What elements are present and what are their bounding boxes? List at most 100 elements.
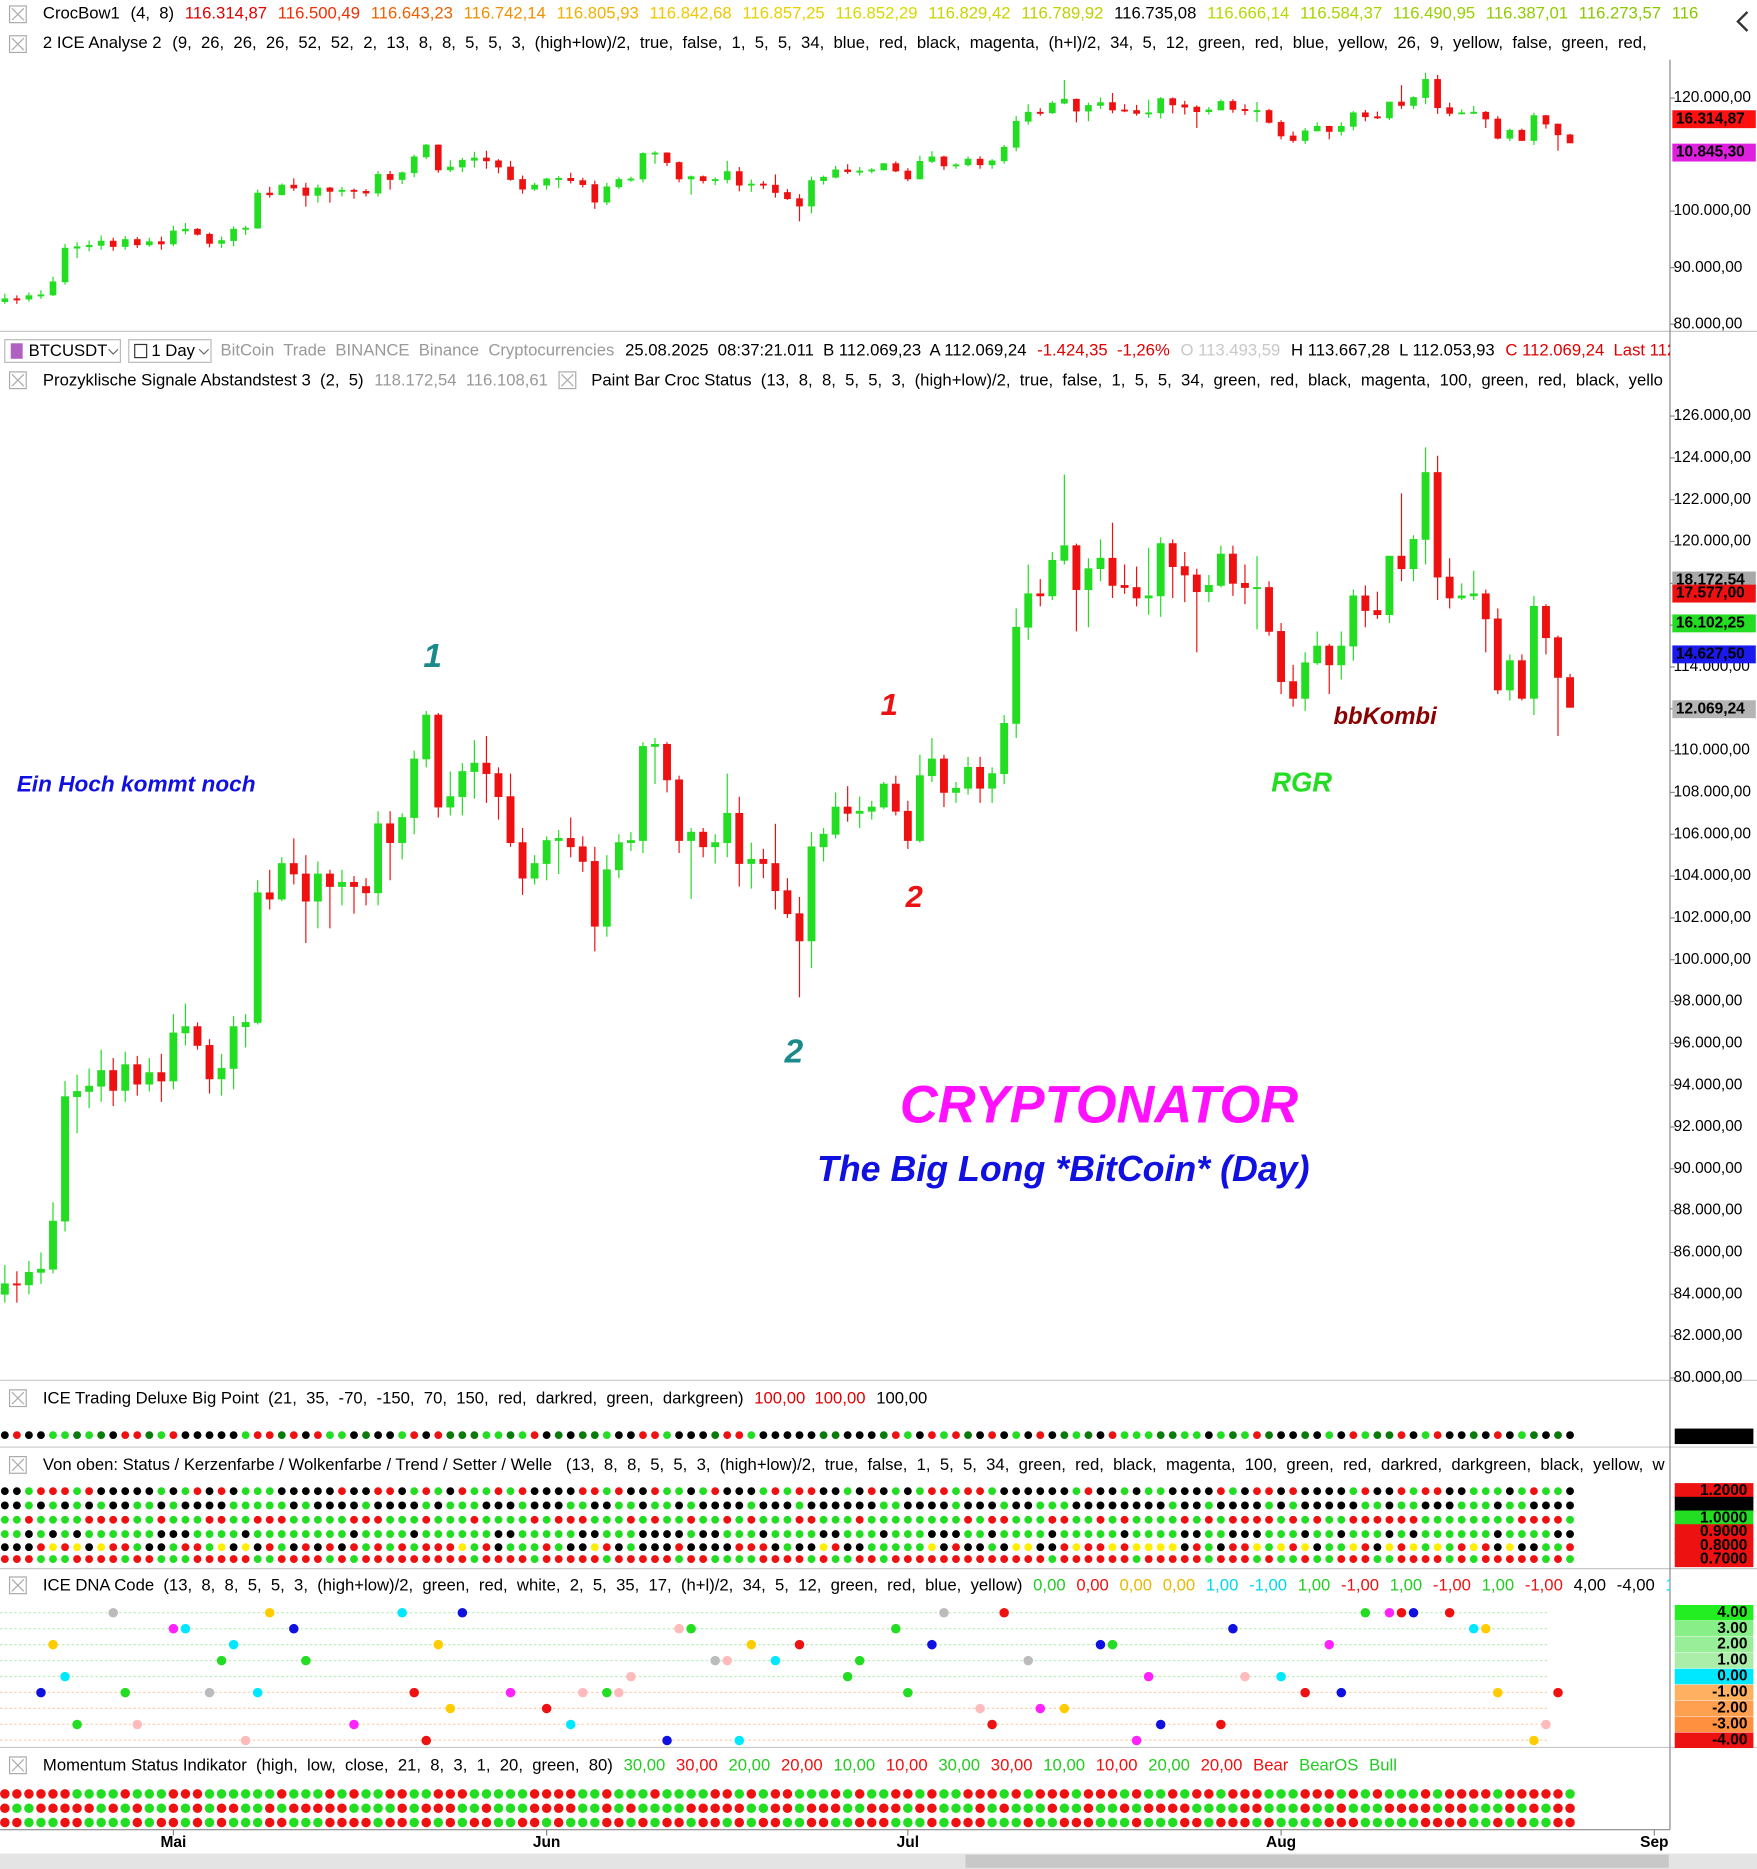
candle-body (446, 796, 455, 808)
symbol[interactable]: BTCUSDT (29, 341, 108, 360)
status-dot (482, 1555, 491, 1564)
collapse-arrow[interactable] (1736, 11, 1749, 32)
status-dot (747, 1515, 756, 1524)
dna-dot (1107, 1639, 1118, 1650)
signal-dot (530, 1431, 539, 1440)
status-dot (542, 1501, 551, 1510)
status-dot (530, 1487, 539, 1496)
momentum-dot (361, 1803, 371, 1813)
signal-dot (1000, 1431, 1009, 1440)
status-dot (1048, 1501, 1057, 1510)
interval[interactable]: 1 Day (151, 341, 195, 360)
candle-body (410, 156, 418, 174)
momentum-dot (349, 1789, 359, 1799)
dna-dot (842, 1671, 853, 1682)
candle-body (1409, 539, 1418, 570)
status-dot (602, 1555, 611, 1564)
candle-body (229, 1026, 238, 1069)
axis-label-box (1674, 1668, 1754, 1685)
candle-body (639, 746, 647, 841)
momentum-dot (722, 1817, 733, 1828)
momentum-dot (132, 1789, 143, 1799)
status-dot (1204, 1515, 1213, 1524)
y-tick-label: 110.000,00 (1674, 742, 1750, 759)
status-dot (338, 1555, 346, 1564)
candle-body (976, 766, 985, 789)
status-dot (374, 1543, 383, 1552)
status-dot (1277, 1555, 1286, 1564)
status-dot (1253, 1515, 1261, 1524)
status-dot (1505, 1555, 1514, 1564)
status-dot (1216, 1501, 1225, 1510)
candle-body (915, 775, 924, 841)
momentum-dot (433, 1803, 444, 1813)
status-dot (843, 1487, 852, 1496)
status-dot (217, 1487, 226, 1496)
status-dot (759, 1555, 768, 1564)
status-dot (61, 1515, 69, 1524)
status-dot (338, 1487, 346, 1496)
candle-body (194, 228, 201, 235)
candle-body (1517, 660, 1526, 699)
momentum-dot (1372, 1803, 1383, 1813)
status-dot (1566, 1543, 1574, 1552)
candle-body (1228, 553, 1237, 584)
status-dot (12, 1501, 21, 1510)
candle-body (1192, 574, 1201, 593)
status-dot (711, 1515, 720, 1524)
candle-body (1289, 135, 1297, 141)
momentum-dot (1480, 1817, 1491, 1828)
momentum-dot (240, 1803, 251, 1813)
candle-body (470, 762, 479, 772)
header-segment: -1,00 (1341, 1576, 1379, 1595)
status-dot (277, 1487, 286, 1496)
candle-body (832, 169, 839, 178)
momentum-dot (108, 1803, 118, 1813)
symbol-fields[interactable] (4, 339, 212, 363)
signal-dot (1566, 1431, 1574, 1440)
status-dot (193, 1555, 202, 1564)
header-row: ICE DNA Code (13, 8, 8, 5, 5, 3, (high+l… (43, 1576, 1689, 1595)
status-dot (350, 1530, 358, 1538)
status-dot (626, 1501, 635, 1510)
status-dot (362, 1487, 370, 1496)
status-dot (97, 1543, 106, 1552)
candle-body (530, 863, 539, 879)
momentum-dot (1035, 1803, 1046, 1813)
scrollbar-thumb[interactable] (965, 1854, 1669, 1868)
axis-label-box (1674, 1537, 1754, 1554)
header-segment: O 113.493,59 (1181, 341, 1281, 360)
candle-body (675, 779, 684, 841)
candle-body (1012, 626, 1021, 724)
status-dot (1108, 1555, 1117, 1564)
status-dot (530, 1515, 539, 1524)
candle-body (1313, 645, 1322, 664)
momentum-dot (325, 1803, 335, 1813)
status-dot (675, 1487, 684, 1496)
header-segment: -1.424,35 -1,26% (1037, 341, 1170, 360)
status-dot (1517, 1501, 1526, 1510)
momentum-dot (626, 1817, 636, 1828)
momentum-dot (0, 1803, 10, 1813)
close-icons[interactable] (8, 5, 577, 1775)
momentum-dot (1047, 1803, 1058, 1813)
status-dot (458, 1501, 467, 1510)
momentum-dot (313, 1789, 323, 1799)
status-dot (964, 1501, 972, 1510)
signal-dot (325, 1431, 334, 1440)
status-dot (1120, 1530, 1129, 1538)
dna-dot (409, 1687, 419, 1698)
status-dot (590, 1555, 599, 1564)
status-dot (578, 1530, 587, 1538)
status-dot (1469, 1555, 1478, 1564)
dna-dot (565, 1719, 576, 1730)
momentum-dot (192, 1789, 203, 1799)
signal-dot (855, 1431, 864, 1440)
signal-dot (578, 1431, 587, 1440)
momentum-dot (1095, 1789, 1106, 1799)
status-dot (723, 1555, 732, 1564)
status-dot (940, 1543, 948, 1552)
status-dot (1566, 1501, 1574, 1510)
status-dot (325, 1501, 334, 1510)
momentum-dot (782, 1803, 793, 1813)
